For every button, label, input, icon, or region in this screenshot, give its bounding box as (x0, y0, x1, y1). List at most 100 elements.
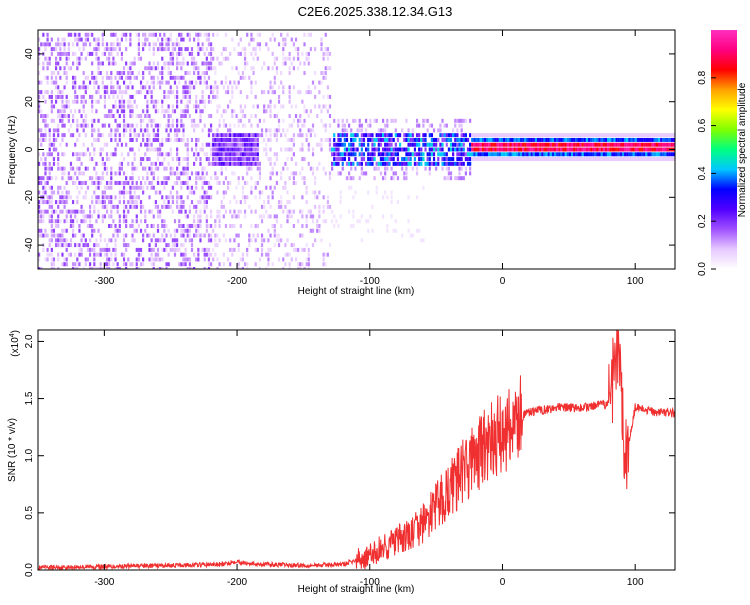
heatmap-cell (122, 66, 126, 71)
heatmap-cell (596, 157, 599, 162)
heatmap-cell (511, 157, 514, 162)
heatmap-cell (517, 152, 521, 157)
heatmap-cell (658, 157, 661, 162)
heatmap-cell (252, 147, 255, 152)
heatmap-cell (254, 238, 257, 243)
heatmap-cell (324, 32, 327, 37)
heatmap-cell (148, 137, 151, 142)
heatmap-cell (150, 94, 153, 99)
heatmap-cell (384, 137, 387, 142)
heatmap-cell (148, 66, 151, 71)
heatmap-cell (241, 147, 245, 152)
heatmap-cell (144, 85, 147, 90)
heatmap-cell (103, 166, 107, 171)
heatmap-cell (101, 42, 104, 47)
heatmap-cell (626, 137, 629, 142)
heatmap-cell (129, 114, 132, 119)
heatmap-cell (454, 118, 457, 123)
heatmap-cell (583, 142, 586, 147)
heatmap-cell (672, 152, 675, 157)
heatmap-cell (320, 137, 323, 142)
heatmap-cell (59, 209, 62, 214)
heatmap-cell (246, 147, 249, 152)
heatmap-cell (188, 99, 191, 104)
heatmap-cell (666, 142, 669, 147)
heatmap-cell (97, 180, 100, 185)
heatmap-cell (201, 71, 204, 76)
heatmap-cell (71, 219, 75, 224)
heatmap-cell (105, 56, 109, 61)
heatmap-cell (84, 257, 87, 262)
heatmap-cell (549, 142, 552, 147)
heatmap-cell (526, 133, 529, 138)
heatmap-cell (105, 114, 109, 119)
heatmap-cell (129, 128, 132, 133)
heatmap-cell (125, 90, 128, 95)
heatmap-cell (562, 133, 565, 138)
heatmap-cell (441, 133, 444, 138)
heatmap-cell (483, 137, 487, 142)
heatmap-cell (67, 176, 70, 181)
heatmap-cell (199, 118, 202, 123)
heatmap-cell (105, 90, 109, 95)
heatmap-cell (76, 137, 79, 142)
heatmap-cell (38, 209, 41, 214)
heatmap-cell (38, 204, 41, 209)
heatmap-cell (190, 247, 194, 252)
heatmap-cell (139, 161, 143, 166)
heatmap-cell (52, 228, 56, 233)
heatmap-cell (386, 133, 389, 138)
heatmap-cell (239, 223, 242, 228)
heatmap-cell (649, 157, 652, 162)
heatmap-cell (218, 123, 221, 128)
heatmap-cell (78, 123, 81, 128)
heatmap-cell (180, 123, 183, 128)
heatmap-cell (165, 195, 168, 200)
heatmap-cell (54, 243, 58, 248)
heatmap-cell (492, 137, 495, 142)
heatmap-cell (505, 152, 508, 157)
heatmap-cell (280, 71, 283, 76)
heatmap-cell (551, 147, 555, 152)
heatmap-cell (44, 56, 47, 61)
heatmap-cell (114, 61, 117, 66)
heatmap-cell (144, 128, 147, 133)
heatmap-cell (428, 147, 431, 152)
heatmap-cell (118, 90, 121, 95)
heatmap-cell (93, 180, 96, 185)
heatmap-cell (207, 128, 211, 133)
heatmap-cell (301, 157, 304, 162)
heatmap-cell (105, 247, 109, 252)
heatmap-cell (133, 152, 136, 157)
heatmap-cell (169, 166, 172, 171)
heatmap-cell (331, 152, 334, 157)
heatmap-cell (587, 133, 591, 138)
heatmap-cell (105, 243, 109, 248)
heatmap-cell (52, 262, 56, 267)
heatmap-cell (566, 152, 569, 157)
heatmap-cell (547, 133, 550, 138)
heatmap-cell (231, 137, 234, 142)
heatmap-cell (587, 152, 591, 157)
heatmap-cell (282, 51, 285, 56)
heatmap-cell (241, 157, 245, 162)
heatmap-cell (82, 233, 85, 238)
heatmap-cell (180, 228, 183, 233)
heatmap-cell (152, 104, 155, 109)
heatmap-cell (133, 166, 136, 171)
heatmap-cell (233, 214, 236, 219)
heatmap-cell (299, 114, 302, 119)
heatmap-cell (122, 128, 126, 133)
heatmap-cell (74, 94, 77, 99)
heatmap-cell (322, 209, 325, 214)
heatmap-cell (76, 219, 79, 224)
heatmap-cell (311, 128, 315, 133)
heatmap-cell (405, 118, 408, 123)
heatmap-cell (108, 94, 111, 99)
heatmap-cell (458, 142, 461, 147)
heatmap-cell (394, 152, 397, 157)
heatmap-cell (237, 137, 240, 142)
heatmap-cell (222, 137, 225, 142)
heatmap-cell (570, 147, 574, 152)
heatmap-cell (195, 99, 198, 104)
